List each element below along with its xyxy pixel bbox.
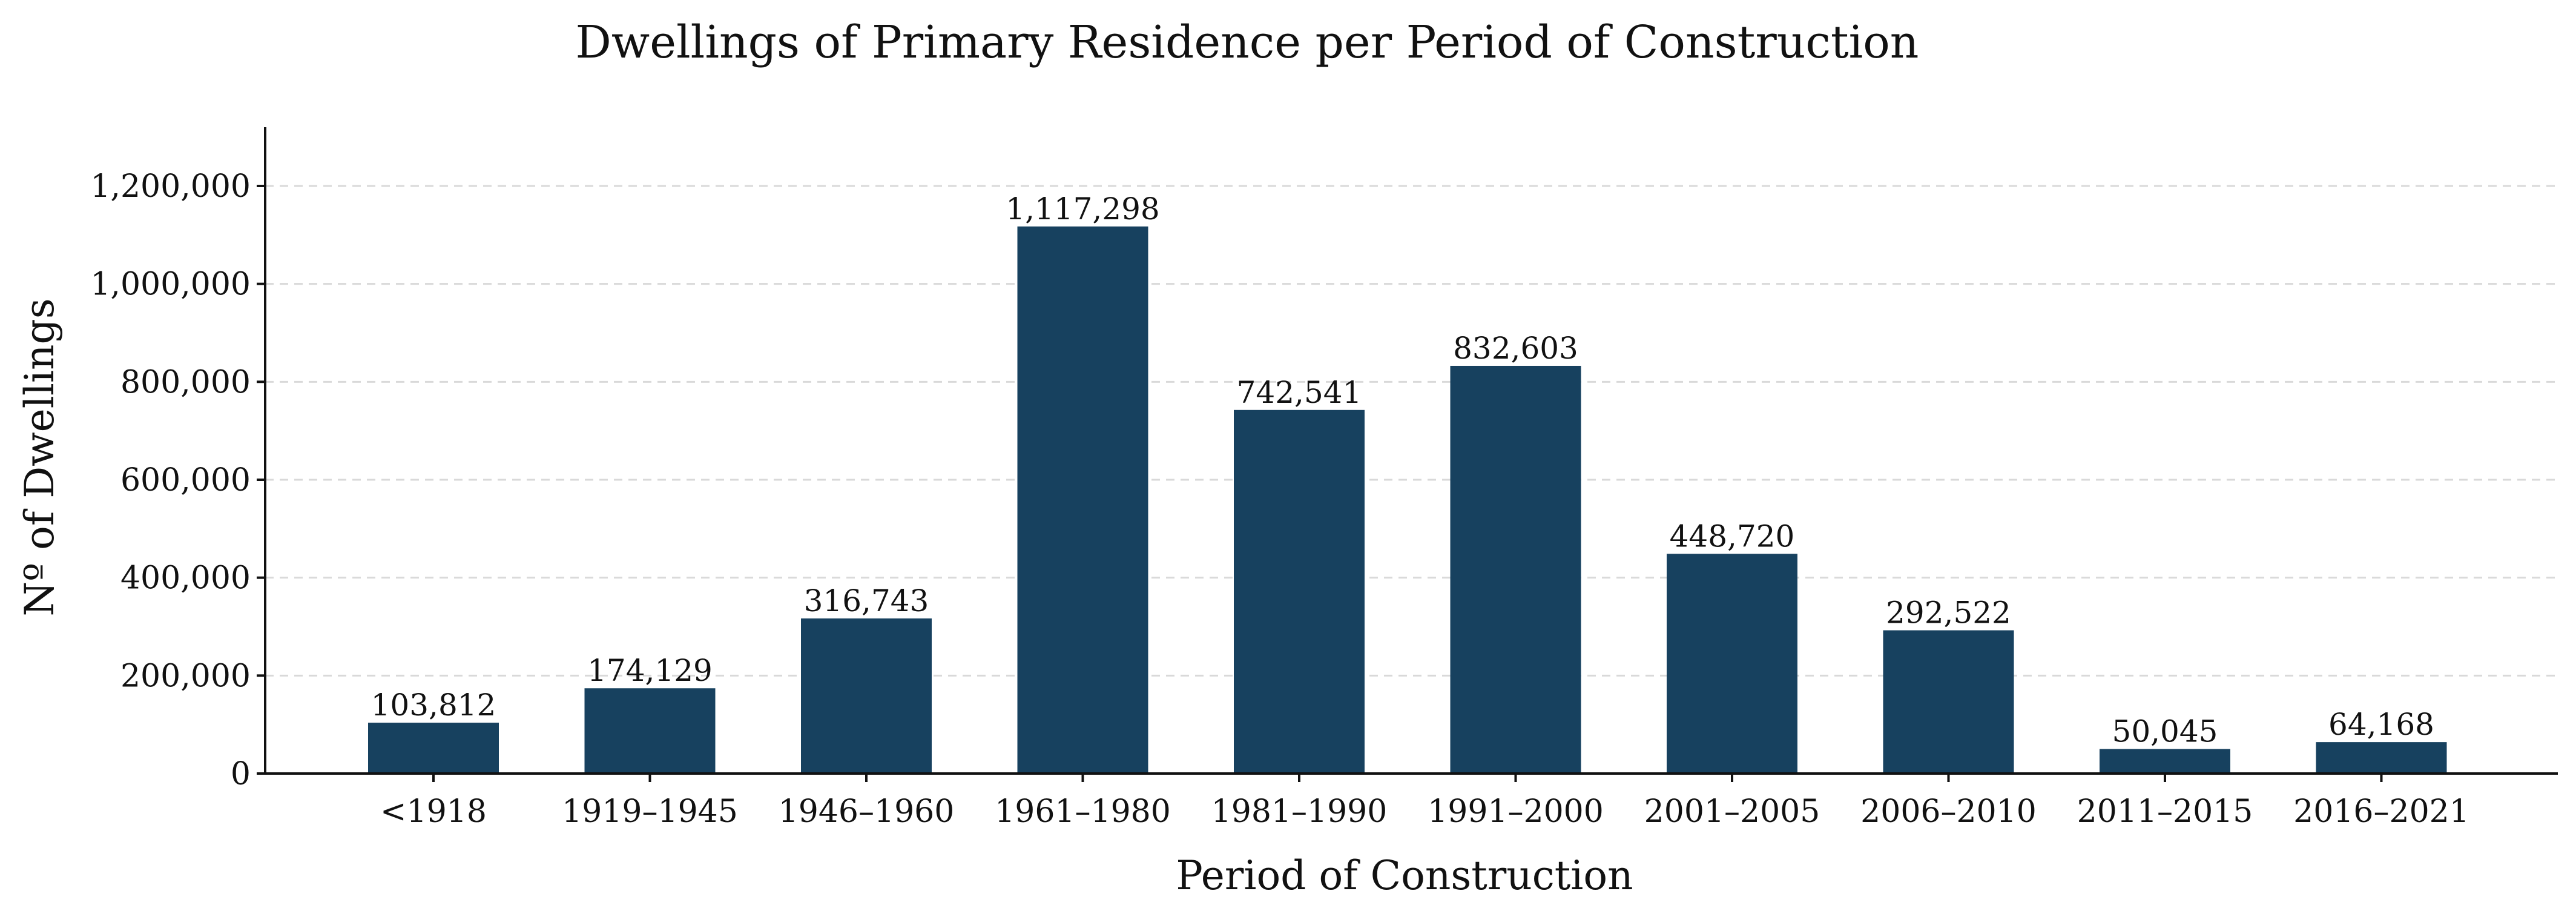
bar (1450, 365, 1581, 774)
bar-value-label: 103,812 (371, 688, 496, 723)
chart-title: Dwellings of Primary Residence per Perio… (576, 16, 1919, 68)
x-tick-label: 1946–1960 (779, 794, 955, 830)
bar-value-label: 292,522 (1886, 595, 2011, 631)
x-tick-label: 2006–2010 (1860, 794, 2037, 830)
bar-value-label: 1,117,298 (1006, 191, 1159, 227)
y-tick-label: 600,000 (120, 462, 251, 499)
x-tick-label: 1981–1990 (1211, 794, 1388, 830)
x-tick-label: 1919–1945 (562, 794, 738, 830)
bar-value-label: 832,603 (1453, 331, 1578, 366)
bar (1234, 409, 1365, 774)
bar-value-label: 174,129 (587, 653, 713, 688)
bar (368, 723, 499, 774)
bar-value-label: 64,168 (2328, 707, 2434, 742)
x-tick-label: 2001–2005 (1644, 794, 1820, 830)
y-tick-label: 400,000 (120, 560, 251, 597)
y-tick-label: 1,200,000 (90, 168, 251, 205)
bar (1667, 554, 1797, 774)
x-tick-label: 2016–2021 (2293, 794, 2469, 830)
x-tick-label: <1918 (380, 794, 487, 830)
bar (801, 618, 932, 774)
y-tick-label: 1,000,000 (90, 267, 251, 303)
grid-lines (265, 185, 2558, 677)
y-tick-label: 800,000 (120, 364, 251, 400)
x-tick-label: 1961–1980 (995, 794, 1171, 830)
x-tick-label: 2011–2015 (2077, 794, 2253, 830)
bar (2100, 749, 2230, 774)
bar (584, 688, 716, 774)
bar-value-label: 448,720 (1670, 519, 1795, 554)
y-tick-label: 200,000 (120, 658, 251, 694)
bar (1883, 630, 2014, 774)
x-tick-label: 1991–2000 (1428, 794, 1604, 830)
bars (368, 226, 2447, 774)
y-tick-label: 0 (231, 756, 251, 792)
y-axis-label: Nº of Dwellings (16, 298, 63, 616)
bar-value-label: 742,541 (1237, 375, 1362, 410)
x-axis-label: Period of Construction (1176, 852, 1633, 899)
data-labels: 103,812 174,129 316,743 1,117,298 742,541 832… (371, 191, 2434, 749)
bar-value-label: 316,743 (804, 583, 929, 618)
bar (2316, 742, 2447, 774)
y-axis-ticks: 0 200,000 400,000 600,000 800,000 1,000,000 1,… (90, 168, 265, 792)
x-axis-ticks: <1918 1919–1945 1946–1960 1961–1980 1981–199… (380, 774, 2469, 830)
bar (1017, 226, 1148, 774)
bar-value-label: 50,045 (2112, 714, 2218, 749)
